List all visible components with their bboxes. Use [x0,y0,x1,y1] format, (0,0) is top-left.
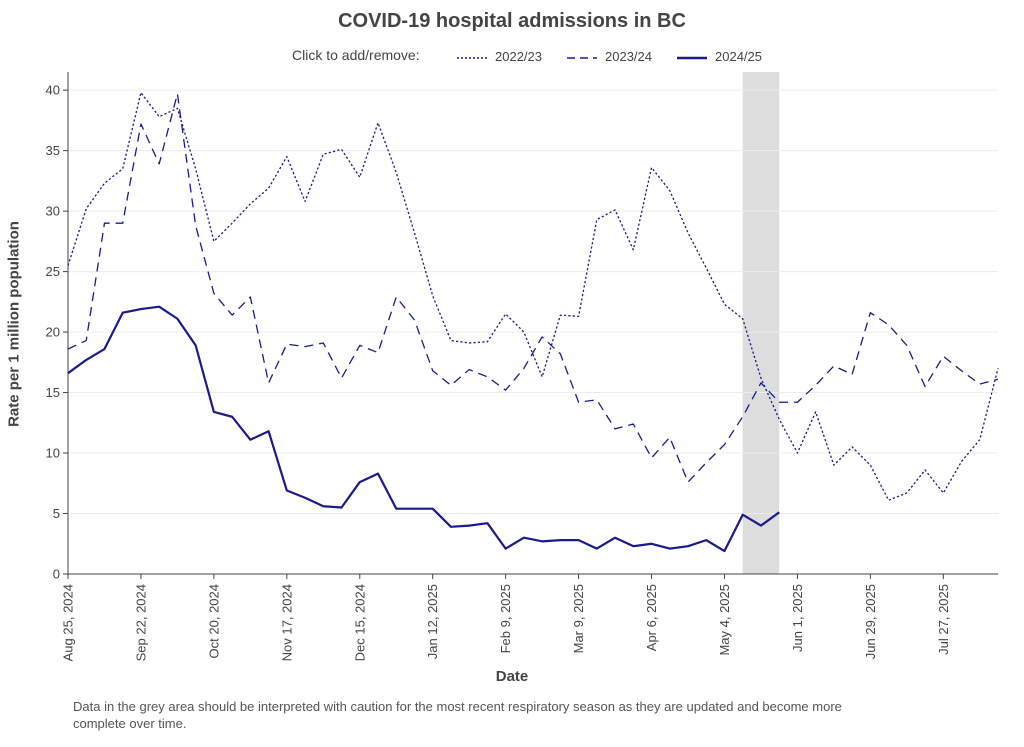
chart-title: COVID-19 hospital admissions in BC [338,10,686,32]
x-tick-label: Nov 17, 2024 [279,584,294,661]
y-tick-label: 20 [46,325,60,340]
y-tick-label: 5 [53,506,60,521]
legend-swatch-solid [677,56,707,60]
x-tick-label: Jun 1, 2025 [790,584,805,652]
x-tick-label: Sep 22, 2024 [133,584,148,661]
legend-item-2023-24[interactable]: 2023/24 [567,49,667,67]
y-tick-label: 35 [46,143,60,158]
x-tick-label: Jun 29, 2025 [863,584,878,659]
x-tick-label: May 4, 2025 [717,584,732,656]
y-axis-label: Rate per 1 million population [5,221,23,427]
footnote: Data in the grey area should be interpre… [73,699,842,731]
y-tick-label: 15 [46,385,60,400]
x-tick-label: Apr 6, 2025 [644,584,659,651]
legend-label-2022-23: 2022/23 [495,49,542,64]
x-tick-label: Oct 20, 2024 [206,584,221,658]
x-axis-label: Date [495,668,529,685]
legend-label-2024-25: 2024/25 [715,49,762,64]
legend-item-2022-23[interactable]: 2022/23 [457,49,557,67]
y-tick-label: 0 [53,567,60,582]
legend-swatch-dotted [457,57,487,59]
legend-item-2024-25[interactable]: 2024/25 [677,49,777,67]
legend-prompt: Click to add/remove: [292,47,420,63]
x-tick-label: Dec 15, 2024 [352,584,367,661]
y-tick-label: 10 [46,446,60,461]
legend-swatch-dashed [567,57,597,59]
x-tick-label: Mar 9, 2025 [571,584,586,653]
legend-label-2023-24: 2023/24 [605,49,652,64]
x-tick-label: Jul 27, 2025 [936,584,951,655]
series-line-2024-25 [67,305,780,553]
y-tick-label: 40 [46,83,60,98]
y-tick-label: 30 [46,204,60,219]
x-tick-label: Feb 9, 2025 [498,584,513,653]
x-tick-label: Jan 12, 2025 [425,584,440,659]
series-line-2022-23 [67,91,999,501]
series-line-2023-24 [67,93,999,483]
x-tick-label: Aug 25, 2024 [61,584,76,661]
shaded-region [742,72,780,574]
y-tick-label: 25 [46,264,60,279]
